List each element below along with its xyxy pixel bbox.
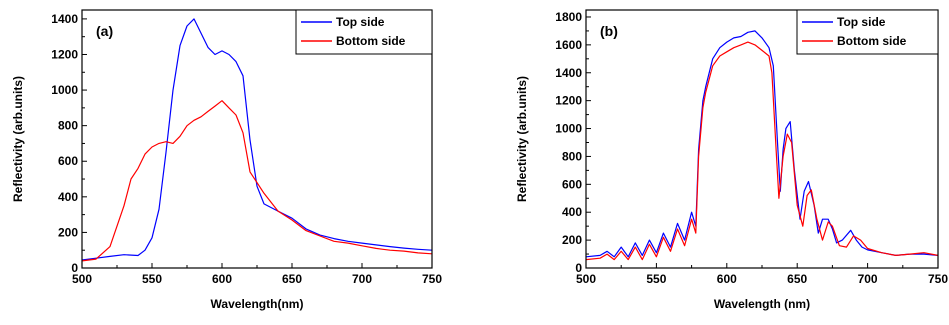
y-tick-label: 0 (71, 261, 78, 275)
legend-box (295, 9, 433, 55)
legend-entry: Top side (336, 15, 385, 29)
y-axis-label: Reflectivity (arb.units) (11, 76, 25, 202)
y-tick-label: 1600 (555, 38, 582, 52)
y-tick-label: 200 (562, 233, 582, 247)
series-line-top-side (585, 30, 939, 258)
chart-panel-1: 500 550 600 650 700 750 0 200 400 600 800 1000 1200 1… (11, 9, 442, 311)
y-tick-label: 800 (562, 149, 582, 163)
y-tick-label: 1800 (555, 10, 582, 24)
y-tick-label: 1000 (51, 83, 78, 97)
y-tick-label: 600 (562, 177, 582, 191)
legend-entry: Top side (837, 15, 886, 29)
x-axis-label: Wavelength(nm) (211, 297, 304, 311)
series-line-bottom-side (585, 41, 939, 261)
y-tick-label: 800 (58, 119, 78, 133)
y-tick-label: 1200 (51, 47, 78, 61)
y-tick-label: 0 (575, 261, 582, 275)
y-tick-label: 600 (58, 154, 78, 168)
x-tick-label: 600 (717, 272, 737, 286)
chart-panel-2: 500 550 600 650 700 750 0 200 400 600 800 1000 1200 1… (515, 9, 948, 311)
y-tick-label: 1200 (555, 94, 582, 108)
x-tick-label: 650 (787, 272, 807, 286)
x-tick-label: 500 (576, 272, 596, 286)
y-tick-label: 200 (58, 225, 78, 239)
x-tick-label: 550 (646, 272, 666, 286)
legend-box (796, 9, 939, 55)
y-tick-label: 400 (562, 205, 582, 219)
panel-label: (b) (600, 23, 618, 39)
x-tick-label: 500 (72, 272, 92, 286)
y-axis-label: Reflectivity (arb.units) (515, 76, 529, 202)
series-line-bottom-side (81, 100, 433, 262)
series-line-top-side (81, 18, 433, 261)
y-tick-label: 400 (58, 190, 78, 204)
x-tick-label: 700 (352, 272, 372, 286)
legend-entry: Bottom side (336, 34, 406, 48)
x-axis-label: Wavelength (nm) (714, 297, 810, 311)
x-tick-label: 550 (142, 272, 162, 286)
x-tick-label: 700 (858, 272, 878, 286)
x-tick-label: 650 (282, 272, 302, 286)
x-tick-label: 750 (422, 272, 442, 286)
x-tick-label: 750 (928, 272, 948, 286)
y-tick-label: 1000 (555, 122, 582, 136)
legend-entry: Bottom side (837, 34, 907, 48)
x-tick-label: 600 (212, 272, 232, 286)
y-tick-label: 1400 (555, 66, 582, 80)
y-tick-label: 1400 (51, 12, 78, 26)
panel-label: (a) (96, 23, 113, 39)
